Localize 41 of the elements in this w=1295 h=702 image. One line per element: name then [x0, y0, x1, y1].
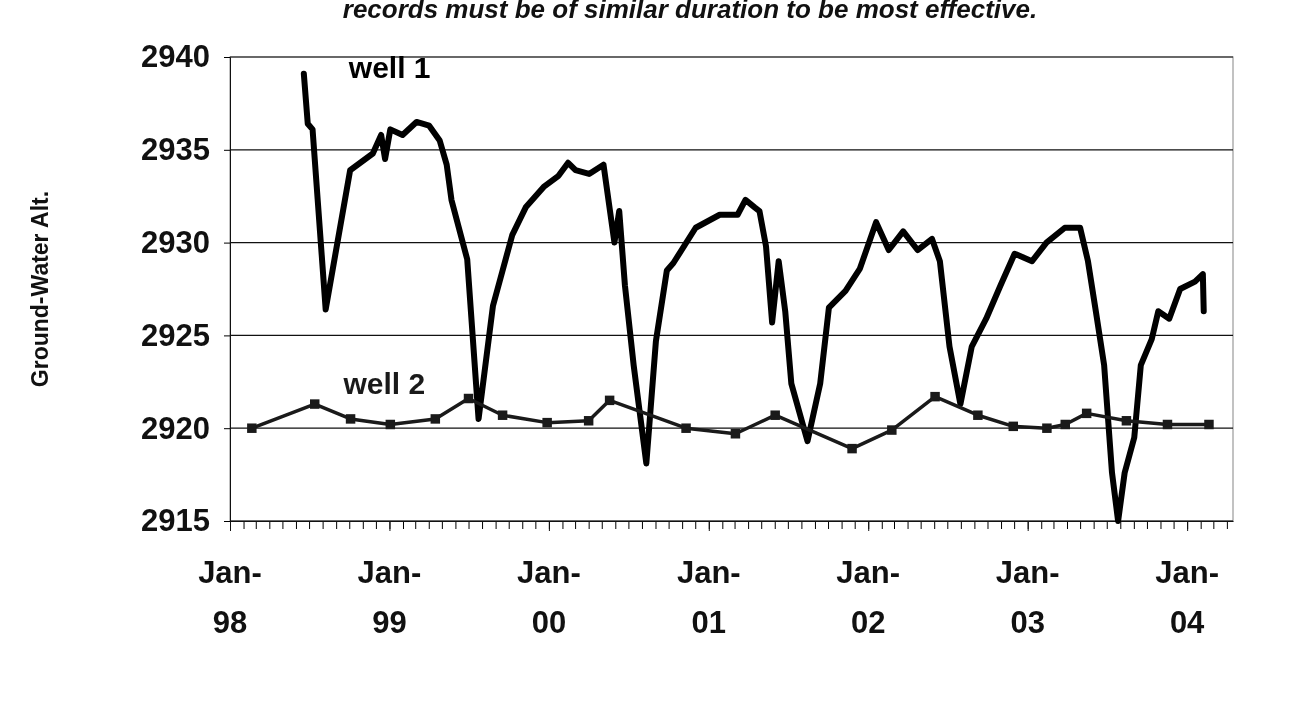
point — [310, 399, 320, 409]
point — [1042, 423, 1052, 433]
x-tick-label: Jan-99 — [357, 555, 422, 640]
series-label: well 2 — [342, 367, 426, 401]
point — [887, 425, 897, 435]
x-tick-label: Jan-03 — [995, 555, 1060, 640]
y-tick-label: 2940 — [141, 39, 210, 75]
text: records must be of similar duration to be most effective. — [342, 0, 1038, 24]
point — [1121, 416, 1132, 426]
point — [1162, 419, 1173, 430]
point — [1204, 419, 1214, 430]
point — [430, 414, 441, 424]
x-tick-label: Jan-04 — [1155, 555, 1220, 640]
point — [542, 417, 552, 428]
x-tick-label: Jan-00 — [517, 555, 581, 640]
point — [497, 410, 508, 420]
point — [770, 410, 780, 420]
y-axis-title: Ground-Water Alt. — [27, 190, 53, 388]
point — [681, 423, 691, 433]
point — [1008, 421, 1019, 432]
point — [385, 419, 396, 430]
point — [930, 391, 940, 402]
series-label: well 1 — [347, 50, 431, 84]
point — [1060, 419, 1070, 430]
y-tick-label: 2935 — [141, 132, 210, 168]
point — [730, 429, 741, 439]
y-tick-label: 2930 — [141, 225, 210, 261]
point — [345, 414, 356, 424]
point — [847, 443, 857, 454]
point — [1081, 408, 1092, 419]
point — [973, 410, 983, 420]
point — [583, 416, 594, 426]
point — [604, 395, 615, 406]
y-tick-label: 2925 — [141, 317, 210, 353]
point — [247, 423, 257, 433]
y-tick-label: 2915 — [141, 503, 210, 539]
x-tick-label: Jan-98 — [198, 555, 262, 640]
x-tick-label: Jan-02 — [836, 555, 901, 640]
y-tick-label: 2920 — [141, 410, 210, 446]
point — [463, 393, 474, 404]
x-tick-label: Jan-01 — [676, 555, 741, 640]
